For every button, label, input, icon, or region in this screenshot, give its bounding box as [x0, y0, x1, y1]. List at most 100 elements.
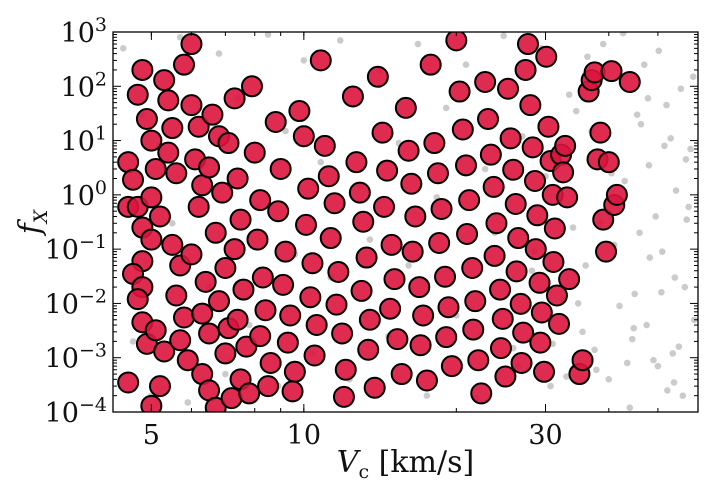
red-data-point [153, 69, 176, 92]
red-data-point [470, 382, 493, 405]
red-data-point [165, 162, 188, 185]
red-data-point [204, 221, 227, 244]
gray-data-point [579, 328, 586, 336]
red-data-point [341, 85, 364, 108]
red-data-point [437, 296, 460, 319]
gray-data-point [222, 370, 229, 378]
x-axis-ticks: 5 10 30 [143, 32, 699, 451]
gray-data-point [264, 32, 272, 38]
red-data-point [246, 228, 269, 251]
red-data-point [499, 127, 522, 150]
red-data-point [592, 208, 615, 231]
red-data-point [462, 318, 485, 341]
x-tick-label: 30 [528, 420, 562, 451]
red-data-point [295, 213, 318, 236]
red-data-point [297, 177, 320, 200]
red-data-point [299, 286, 322, 309]
red-data-point [426, 162, 449, 185]
red-data-point [556, 186, 579, 209]
red-data-point [214, 342, 237, 365]
red-data-point [529, 331, 552, 354]
red-data-point [571, 349, 594, 372]
red-data-point [600, 60, 623, 83]
red-data-point [323, 192, 346, 215]
red-data-point [552, 161, 575, 184]
gray-data-point [572, 107, 580, 115]
x-tick-label: 10 [287, 420, 321, 451]
red-data-point [173, 306, 196, 329]
red-data-point [474, 70, 497, 93]
red-data-point [229, 208, 252, 231]
gray-data-point [663, 101, 670, 109]
gray-data-point [631, 290, 639, 298]
y-tick-label: 10−3 [45, 340, 107, 375]
gray-data-point [593, 366, 600, 374]
gray-data-point [574, 300, 582, 307]
red-data-point [279, 304, 302, 327]
gray-data-point [569, 224, 577, 231]
red-data-point [390, 363, 413, 386]
gray-data-point [670, 379, 678, 386]
red-data-point [545, 284, 568, 307]
red-data-point [440, 355, 463, 378]
y-tick-label: 100 [61, 177, 107, 212]
red-data-point [226, 167, 249, 190]
red-data-point [528, 271, 551, 294]
red-data-point [479, 143, 502, 166]
red-data-point [510, 351, 533, 374]
red-data-point [352, 210, 375, 233]
red-data-point [497, 77, 520, 100]
red-data-point [554, 134, 577, 157]
red-data-point [180, 94, 203, 117]
red-data-point [350, 279, 373, 302]
red-data-point [187, 195, 210, 218]
red-data-point [379, 297, 402, 320]
red-data-point [272, 273, 295, 296]
red-data-point [371, 121, 394, 144]
red-data-point [257, 375, 280, 398]
gray-data-point [654, 362, 662, 370]
red-data-point [455, 154, 478, 177]
red-data-point [180, 243, 203, 266]
gray-data-point [336, 37, 344, 44]
gray-data-point [655, 47, 663, 55]
red-data-point [524, 169, 547, 192]
red-data-point [243, 141, 266, 164]
red-data-point [419, 53, 442, 76]
gray-data-point [669, 350, 677, 357]
gray-data-point [645, 162, 653, 169]
red-data-point [514, 58, 537, 81]
red-data-point [148, 205, 171, 228]
red-data-point [194, 270, 217, 293]
red-data-point [535, 45, 558, 68]
gray-data-point [679, 392, 687, 399]
gray-data-point [672, 187, 680, 194]
red-data-point [376, 159, 399, 182]
red-data-point [467, 349, 490, 372]
highlight-points-series [117, 32, 641, 412]
gray-data-point [664, 387, 671, 394]
gray-data-point [643, 321, 650, 329]
red-data-point [264, 110, 287, 133]
red-data-point [489, 337, 512, 360]
gray-data-point [621, 177, 629, 185]
red-data-point [157, 141, 180, 164]
red-data-point [533, 360, 556, 383]
gray-data-point [682, 156, 690, 163]
red-data-point [423, 132, 446, 155]
red-data-point [173, 53, 196, 76]
gray-data-point [605, 376, 613, 383]
x-axis-label: Vc [km/s] [337, 445, 474, 483]
red-data-point [348, 181, 371, 204]
red-data-point [519, 94, 542, 117]
gray-data-point [616, 302, 623, 310]
red-data-point [412, 304, 435, 327]
red-data-point [232, 278, 255, 301]
red-data-point [148, 375, 171, 398]
red-data-point [477, 107, 500, 130]
red-data-point [408, 276, 431, 299]
gray-data-point [423, 392, 431, 399]
gray-data-point [366, 236, 374, 243]
gray-data-point [547, 382, 554, 390]
red-data-point [305, 314, 328, 337]
